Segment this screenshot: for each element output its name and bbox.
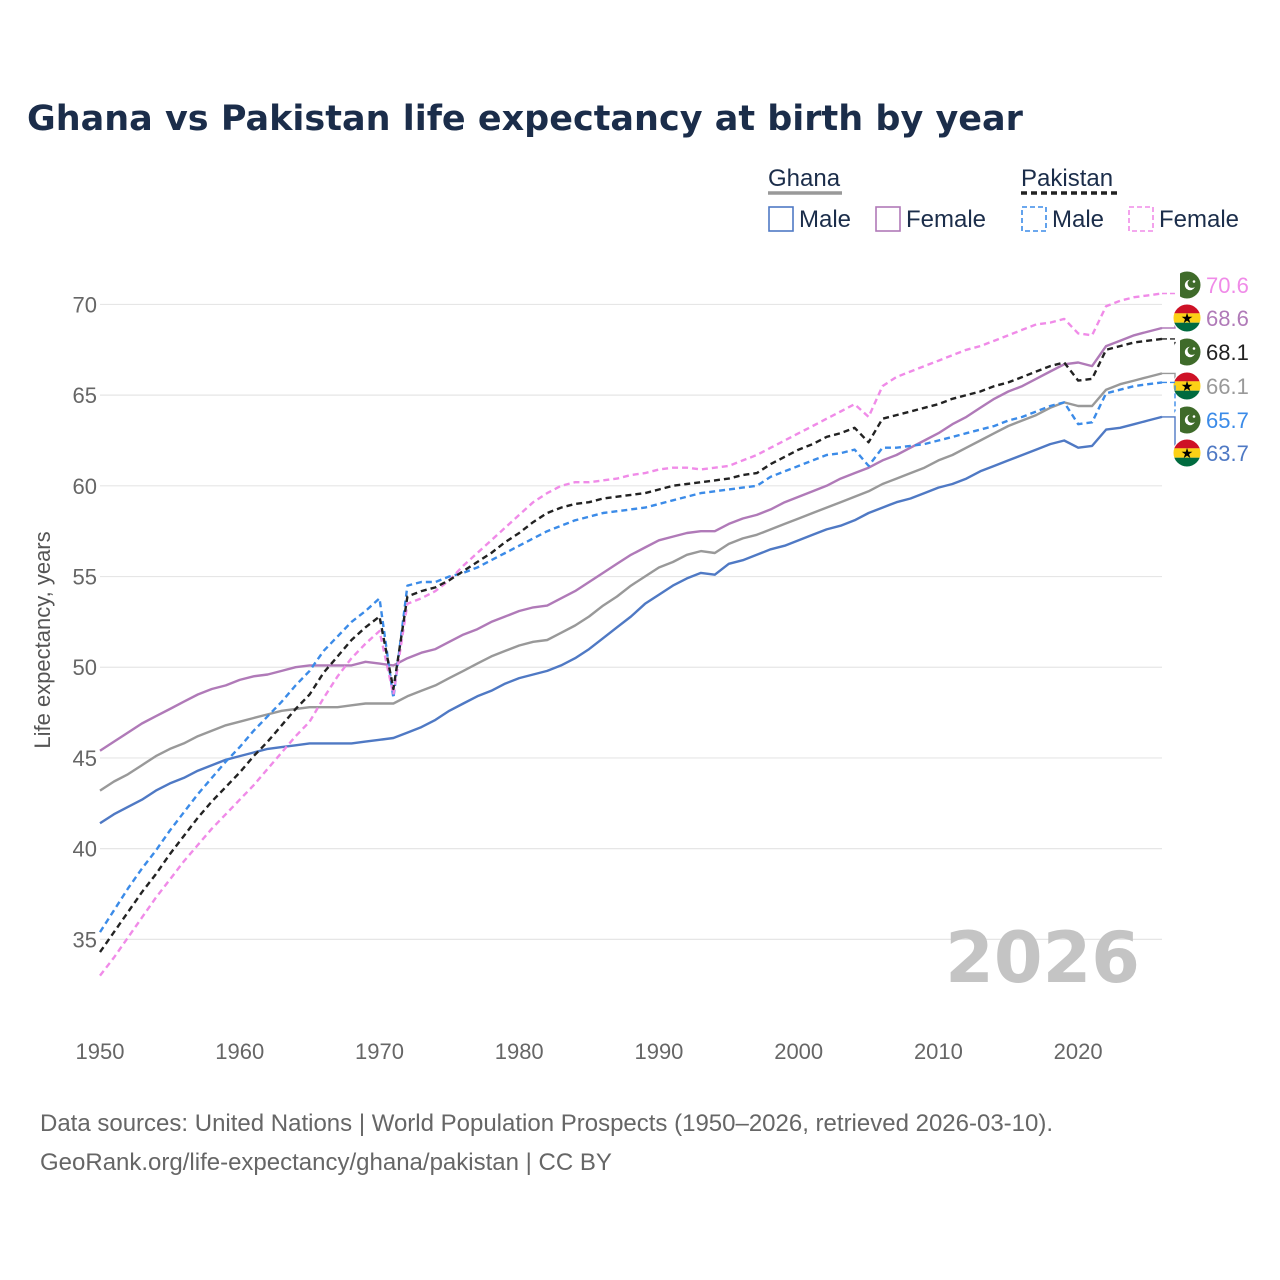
- series-line-ghana: [99, 372, 1163, 792]
- end-labels: 70.6 ★ 68.6 68.1 ★ 66.1 65.7 ★ 63.7: [1162, 270, 1249, 468]
- svg-text:★: ★: [1181, 310, 1194, 326]
- grid: [100, 303, 1162, 940]
- y-tick-label: 55: [73, 565, 97, 590]
- x-tick-label: 1970: [355, 1039, 404, 1064]
- y-tick-label: 70: [73, 292, 97, 317]
- legend-item-female: Female: [1159, 206, 1239, 233]
- pakistan-flag-icon: [1172, 337, 1202, 367]
- end-label-value: 63.7: [1206, 441, 1249, 466]
- pakistan-flag-icon: [1172, 405, 1202, 435]
- series-line-pakistan: [99, 337, 1163, 953]
- x-tick-label: 1980: [495, 1039, 544, 1064]
- source-line-1: Data sources: United Nations | World Pop…: [40, 1110, 1053, 1137]
- x-tick-label: 2000: [774, 1039, 823, 1064]
- chart-title: Ghana vs Pakistan life expectancy at bir…: [27, 99, 1024, 139]
- pakistan-flag-icon: [1172, 270, 1202, 300]
- legend-item-male: Male: [799, 206, 851, 233]
- y-tick-label: 65: [73, 383, 97, 408]
- x-tick-label: 1950: [76, 1039, 125, 1064]
- series-lines: [98, 292, 1163, 977]
- x-tick-label: 2010: [914, 1039, 963, 1064]
- y-tick-label: 35: [73, 927, 97, 952]
- x-axis: 1950 1960 1970 1980 1990 2000 2010 2020: [76, 1039, 1103, 1064]
- legend-item-female: Female: [906, 206, 986, 233]
- ghana-flag-icon: ★: [1172, 303, 1202, 333]
- legend-swatch: [768, 206, 794, 232]
- series-line-ghana-male: [99, 415, 1163, 825]
- x-tick-label: 1960: [215, 1039, 264, 1064]
- end-label-value: 68.1: [1206, 340, 1249, 365]
- series-line-ghana-female: [99, 326, 1163, 752]
- y-tick-label: 60: [73, 474, 97, 499]
- legend-group-ghana: Ghana: [768, 165, 841, 192]
- legend-group-pakistan: Pakistan: [1021, 165, 1113, 192]
- svg-text:★: ★: [1181, 378, 1194, 394]
- year-watermark: 2026: [945, 917, 1140, 999]
- end-label-value: 68.6: [1206, 306, 1249, 331]
- ghana-flag-icon: ★: [1172, 438, 1202, 468]
- end-label-value: 65.7: [1206, 408, 1249, 433]
- series-line-pakistan-female: [99, 292, 1163, 977]
- end-label-value: 70.6: [1206, 273, 1249, 298]
- legend-swatch: [1021, 206, 1047, 232]
- svg-text:★: ★: [1181, 445, 1194, 461]
- y-tick-label: 40: [73, 837, 97, 862]
- end-label-value: 66.1: [1206, 374, 1249, 399]
- series-line-pakistan-male: [98, 381, 1163, 933]
- x-tick-label: 2020: [1054, 1039, 1103, 1064]
- legend-item-male: Male: [1052, 206, 1104, 233]
- y-axis-label: Life expectancy, years: [30, 531, 55, 748]
- legend-swatch: [1128, 206, 1154, 232]
- source-line-2: GeoRank.org/life-expectancy/ghana/pakist…: [40, 1149, 612, 1176]
- y-tick-label: 50: [73, 655, 97, 680]
- x-tick-label: 1990: [634, 1039, 683, 1064]
- legend-swatch: [875, 206, 901, 232]
- y-axis: 35 40 45 50 55 60 65 70: [73, 292, 97, 952]
- ghana-flag-icon: ★: [1172, 371, 1202, 401]
- legend: Ghana Pakistan Male Female Male Female: [768, 165, 1239, 233]
- y-tick-label: 45: [73, 746, 97, 771]
